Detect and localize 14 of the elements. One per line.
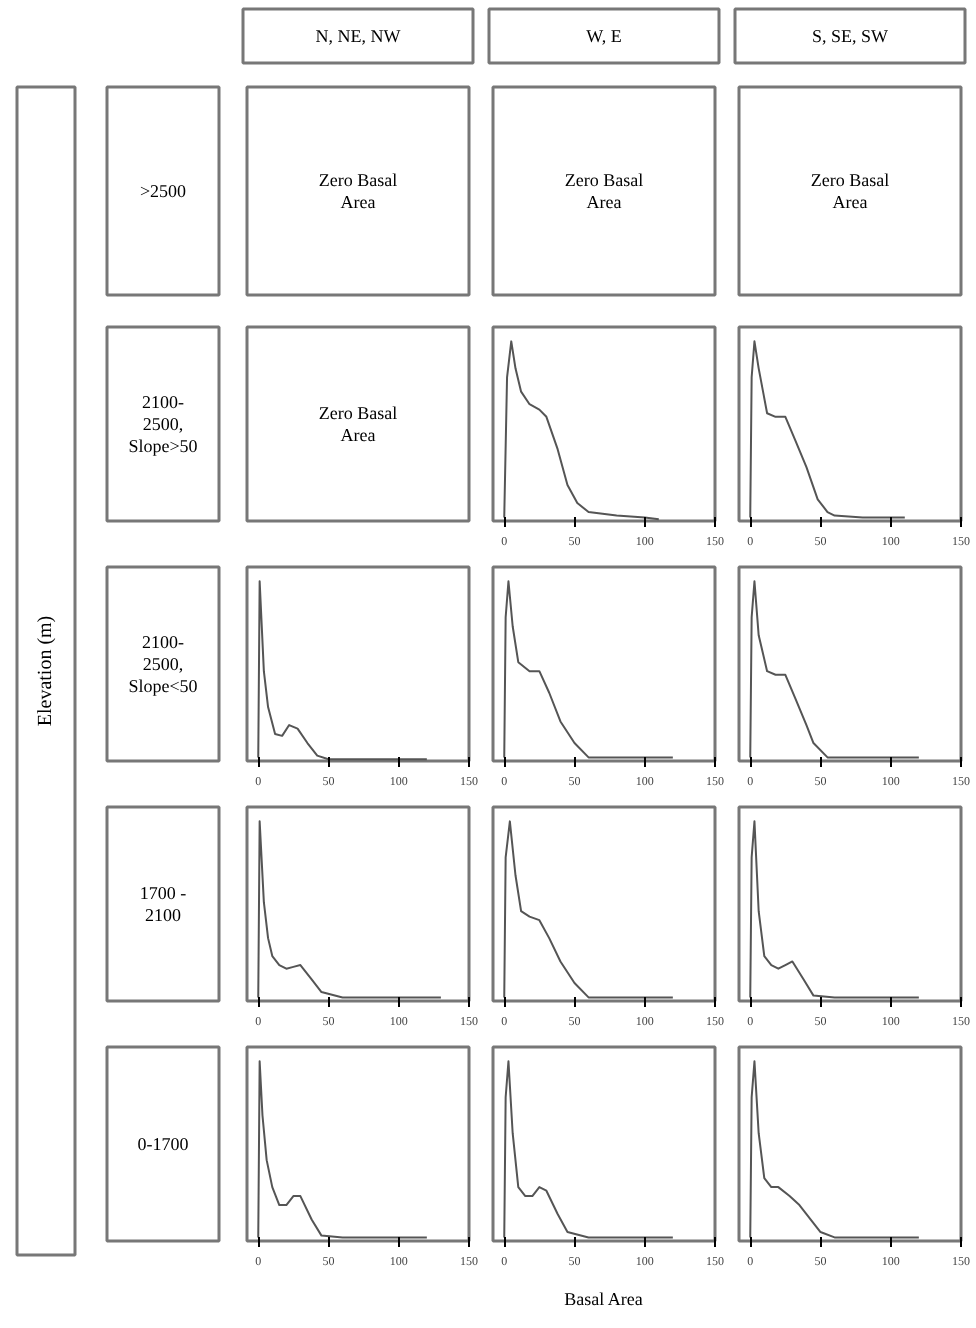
category-label: W, E: [586, 26, 623, 46]
text: Elevation (m): [35, 615, 57, 727]
text: Zero Basal Area: [810, 170, 891, 212]
text: 2100-2500, Slope>50: [128, 392, 199, 456]
text: 2100-2500, Slope<50: [128, 632, 199, 696]
text: 0-1700: [137, 1134, 190, 1154]
category-label: S, SE, SW: [811, 26, 890, 46]
text: Basal Area: [564, 1289, 643, 1309]
text: Zero Basal Area: [318, 170, 399, 212]
text: Zero Basal Area: [318, 403, 399, 445]
text: >2500: [139, 181, 188, 201]
text: Zero Basal Area: [564, 170, 645, 212]
text: 1700 - 2100: [139, 883, 187, 925]
category-label: N, NE, NW: [315, 26, 402, 46]
